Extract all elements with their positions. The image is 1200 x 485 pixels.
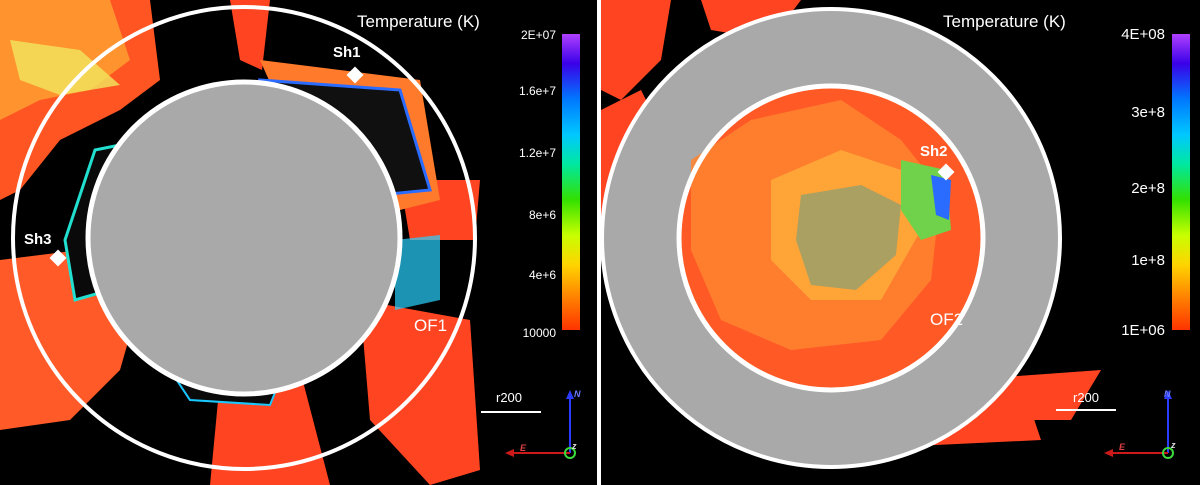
left-tick-2: 1.6e+7 [518,84,556,98]
sh2-label: Sh2 [920,143,948,160]
right-inner-ring [676,83,986,393]
left-masked-core [85,79,403,397]
right-tick-2: 3e+8 [1131,104,1165,121]
right-north-label: N [1164,389,1171,399]
left-scale-label: r200 [496,390,523,405]
sh1-label: Sh1 [333,44,361,61]
right-orientation-axes-icon [1104,390,1174,459]
sh2-marker-icon [937,163,955,181]
left-orientation-axes-icon [505,390,576,459]
right-scale-label: r200 [1073,390,1100,405]
right-masked-annulus [602,9,1060,467]
left-colorbar [562,34,580,330]
left-colorbar-title: Temperature (K) [357,12,480,31]
left-temperature-map-panel: Temperature (K) 2E+07 1.6e+7 1.2e+7 8e+6… [0,0,597,485]
right-tick-5: 1E+06 [1121,322,1165,339]
right-colorbar [1172,34,1190,330]
left-tick-6: 10000 [522,326,556,340]
left-tick-3: 1.2e+7 [518,146,556,160]
right-temperature-map [601,0,1101,469]
right-colorbar-title: Temperature (K) [943,12,1066,31]
central-masked-region [796,185,901,290]
sh1-marker-icon [346,66,364,84]
left-tick-1: 2E+07 [520,28,556,42]
left-temperature-map [0,0,480,485]
left-tick-4: 8e+6 [528,208,556,222]
right-tick-1: 4E+08 [1121,26,1165,43]
left-tick-5: 4e+6 [528,268,556,282]
right-east-label: E [1119,442,1126,452]
of2-label: OF2 [930,310,964,329]
left-scale-bar [481,411,541,413]
right-z-label: z [1171,440,1176,450]
sh3-label: Sh3 [24,231,52,248]
right-tick-3: 2e+8 [1131,180,1165,197]
right-temperature-map-panel: Temperature (K) 4E+08 3e+8 2e+8 1e+8 1E+… [601,0,1200,485]
left-r200-outer-ring [11,5,477,471]
of1-label: OF1 [414,316,448,335]
right-scale-bar [1056,409,1116,411]
left-east-label: E [520,443,527,453]
right-outer-ring [601,7,1062,469]
right-tick-4: 1e+8 [1131,252,1165,269]
left-north-label: N [574,389,581,399]
left-z-label: z [572,441,577,451]
